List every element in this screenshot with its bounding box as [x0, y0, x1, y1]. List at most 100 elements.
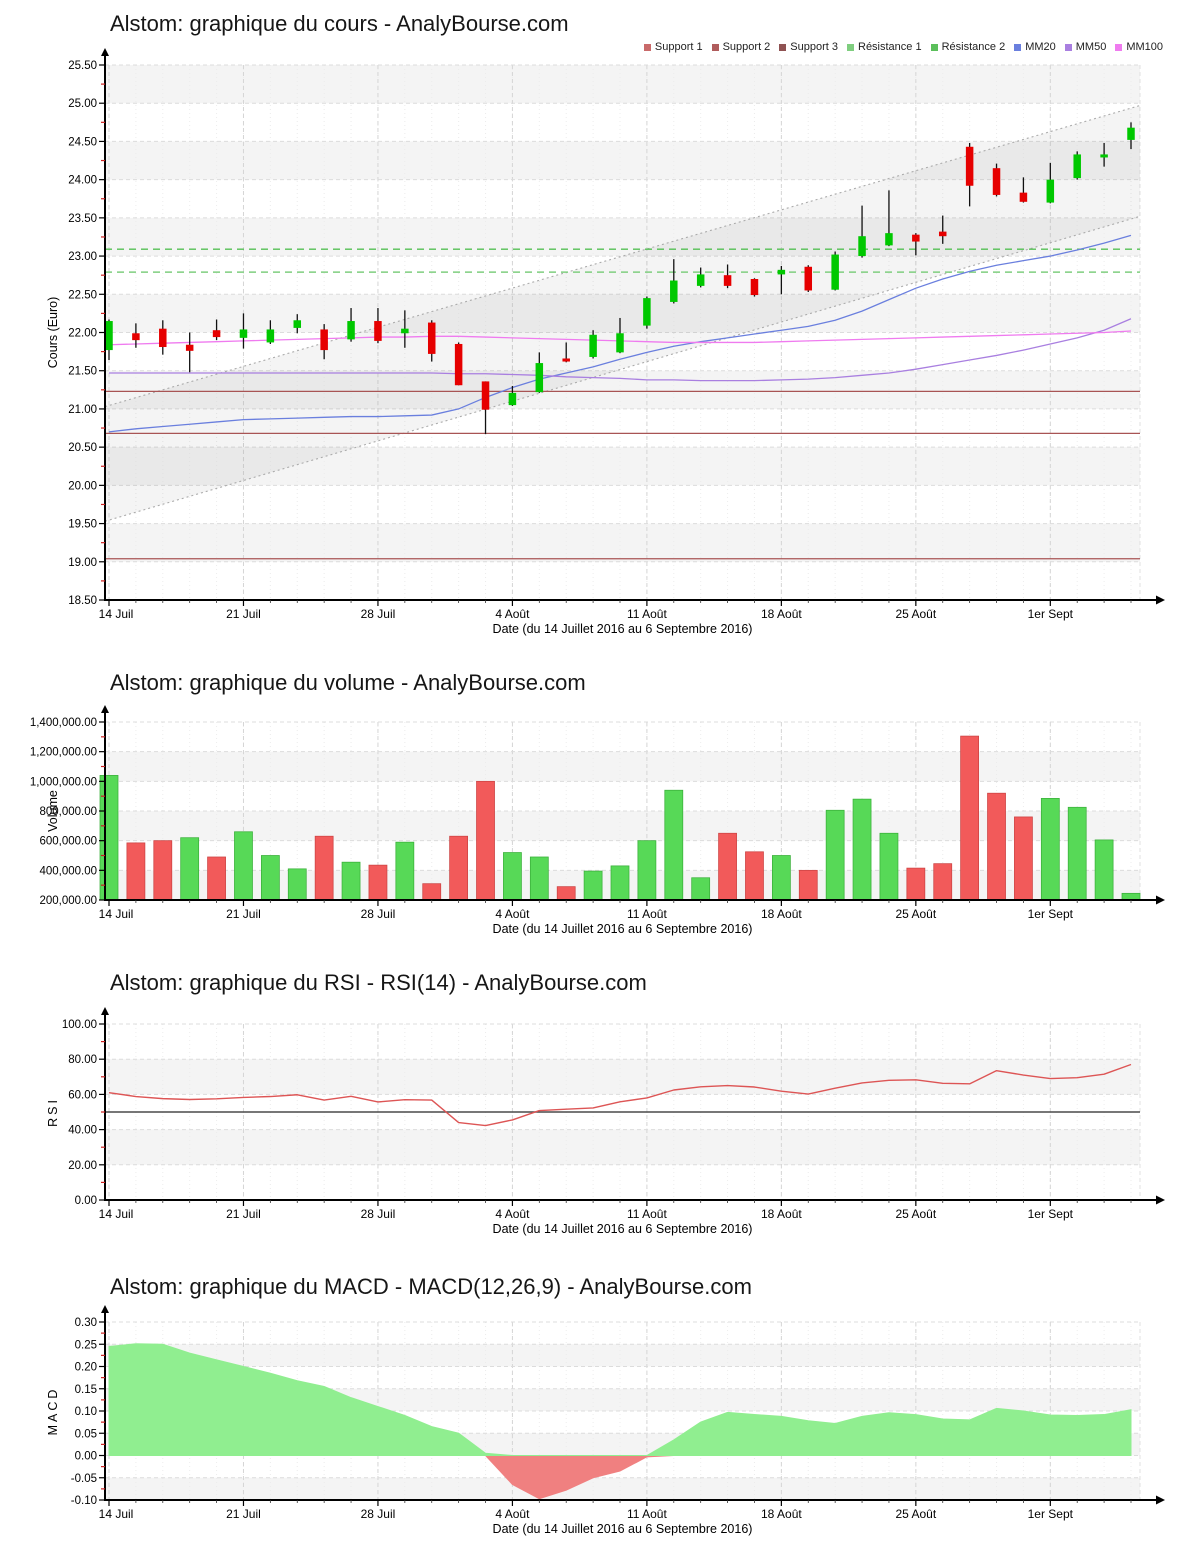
x-axis-caption: Date (du 14 Juillet 2016 au 6 Septembre …	[493, 922, 753, 936]
price-chart-title: Alstom: graphique du cours - AnalyBourse…	[110, 11, 569, 36]
x-tick-label: 18 Août	[761, 1507, 802, 1521]
candle-body	[831, 254, 839, 290]
volume-bar	[556, 886, 576, 901]
x-tick-label: 21 Juil	[226, 1207, 261, 1221]
candle-body	[535, 363, 544, 393]
plot-band	[105, 447, 1140, 486]
candles-layer	[105, 122, 1135, 435]
y-tick-label: 1,200,000.00	[30, 747, 97, 759]
candle	[239, 313, 248, 349]
x-tick-label: 28 Juil	[361, 1507, 396, 1521]
candle	[1019, 177, 1028, 203]
legend-swatch-icon	[930, 43, 938, 51]
candle	[212, 319, 221, 341]
candle	[508, 386, 517, 406]
candle-body	[320, 329, 328, 351]
x-tick-label: 28 Juil	[361, 1207, 396, 1221]
x-tick-label: 21 Juil	[226, 607, 261, 621]
y-tick-label: 25.00	[68, 98, 97, 110]
legend-label: Support 3	[790, 41, 838, 53]
y-tick-label: 19.50	[68, 519, 97, 531]
candle	[858, 205, 866, 258]
macd-chart-title: Alstom: graphique du MACD - MACD(12,26,9…	[110, 1274, 752, 1299]
volume-bar	[825, 809, 845, 901]
y-axis-arrow-icon	[101, 705, 109, 713]
candle	[105, 319, 113, 361]
x-tick-label: 4 Août	[495, 607, 530, 621]
x-tick-label: 4 Août	[495, 1507, 530, 1521]
y-tick-label: -0.10	[71, 1495, 97, 1507]
y-tick-label: 0.05	[75, 1428, 97, 1440]
candle-body	[159, 328, 167, 348]
x-tick-label: 1er Sept	[1028, 1207, 1074, 1221]
candle-body	[616, 333, 624, 353]
x-axis-caption: Date (du 14 Juillet 2016 au 6 Septembre …	[493, 1222, 753, 1236]
y-tick-label: 25.50	[68, 60, 97, 72]
y-tick-label: 24.00	[68, 175, 97, 187]
x-tick-label: 14 Juil	[99, 1207, 134, 1221]
mm50-line	[109, 318, 1132, 382]
legend-label: Support 1	[654, 41, 703, 53]
volume-bar	[1014, 816, 1033, 901]
candle	[804, 265, 813, 292]
plot-band	[105, 751, 1140, 782]
legend-swatch-icon	[1064, 43, 1072, 51]
candle-body	[454, 343, 463, 386]
candle	[643, 296, 651, 329]
candle	[831, 251, 839, 291]
macd-axes: 0.30 0.25 0.20 0.15 0.10 0.05 0.00 -0.05 -0.1014…	[46, 1305, 1165, 1536]
candle-body	[1073, 154, 1081, 179]
legend-label: MM20	[1025, 41, 1056, 53]
volume-bar	[207, 856, 226, 901]
candle	[723, 264, 732, 289]
candle	[670, 259, 678, 304]
candle-body	[777, 269, 786, 275]
candle-body	[105, 321, 113, 351]
legend-label: Résistance 1	[858, 41, 922, 53]
candle-body	[589, 334, 597, 357]
candle	[1046, 162, 1055, 204]
candle	[589, 330, 597, 359]
candle	[347, 308, 355, 342]
y-tick-label: 0.00	[75, 1451, 97, 1463]
y-axis-caption: Volume	[46, 790, 60, 832]
volume-bar	[1121, 892, 1141, 901]
candle-body	[293, 320, 302, 328]
y-tick-label: 22.50	[68, 289, 97, 301]
trend-channel-fill	[105, 105, 1140, 522]
candle	[696, 267, 705, 288]
x-tick-label: 18 Août	[761, 907, 802, 921]
candle-body	[804, 266, 813, 291]
volume-bar	[314, 835, 334, 901]
y-tick-label: 1,000,000.00	[30, 776, 97, 788]
y-tick-label: 0.25	[75, 1339, 97, 1351]
candle	[938, 215, 947, 244]
y-tick-label: 80.00	[68, 1054, 97, 1066]
y-axis-caption: Cours (Euro)	[46, 297, 60, 369]
x-tick-label: 11 Août	[627, 607, 667, 621]
y-tick-label: 22.00	[68, 328, 97, 340]
x-axis-caption: Date (du 14 Juillet 2016 au 6 Septembre …	[493, 1522, 753, 1536]
candle	[454, 342, 463, 386]
candle-body	[965, 146, 974, 186]
volume-bar	[99, 775, 119, 901]
candle-body	[239, 329, 248, 338]
price-chart-plot: 25.50 25.00 24.50 24.00 23.50 23.00 22.50 22.00…	[46, 48, 1165, 636]
x-tick-label: 18 Août	[761, 1207, 802, 1221]
x-axis-caption: Date (du 14 Juillet 2016 au 6 Septembre …	[493, 622, 753, 636]
price-chart-legend: Support 1 Support 2 Support 3 Résistance 1 R…	[105, 41, 1163, 53]
legend-swatch-icon	[779, 43, 787, 51]
volume-bar	[691, 877, 711, 901]
x-tick-label: 14 Juil	[99, 607, 134, 621]
x-tick-label: 4 Août	[495, 1207, 530, 1221]
volume-bar	[798, 869, 818, 901]
candle-body	[212, 330, 221, 338]
candle	[427, 320, 436, 362]
y-tick-label: 21.00	[68, 404, 97, 416]
legend-label: MM100	[1126, 41, 1163, 53]
volume-bars-layer	[99, 735, 1141, 901]
y-tick-label: 23.00	[68, 251, 97, 263]
y-tick-label: 800,000.00	[39, 806, 97, 818]
volume-bar	[906, 867, 926, 901]
